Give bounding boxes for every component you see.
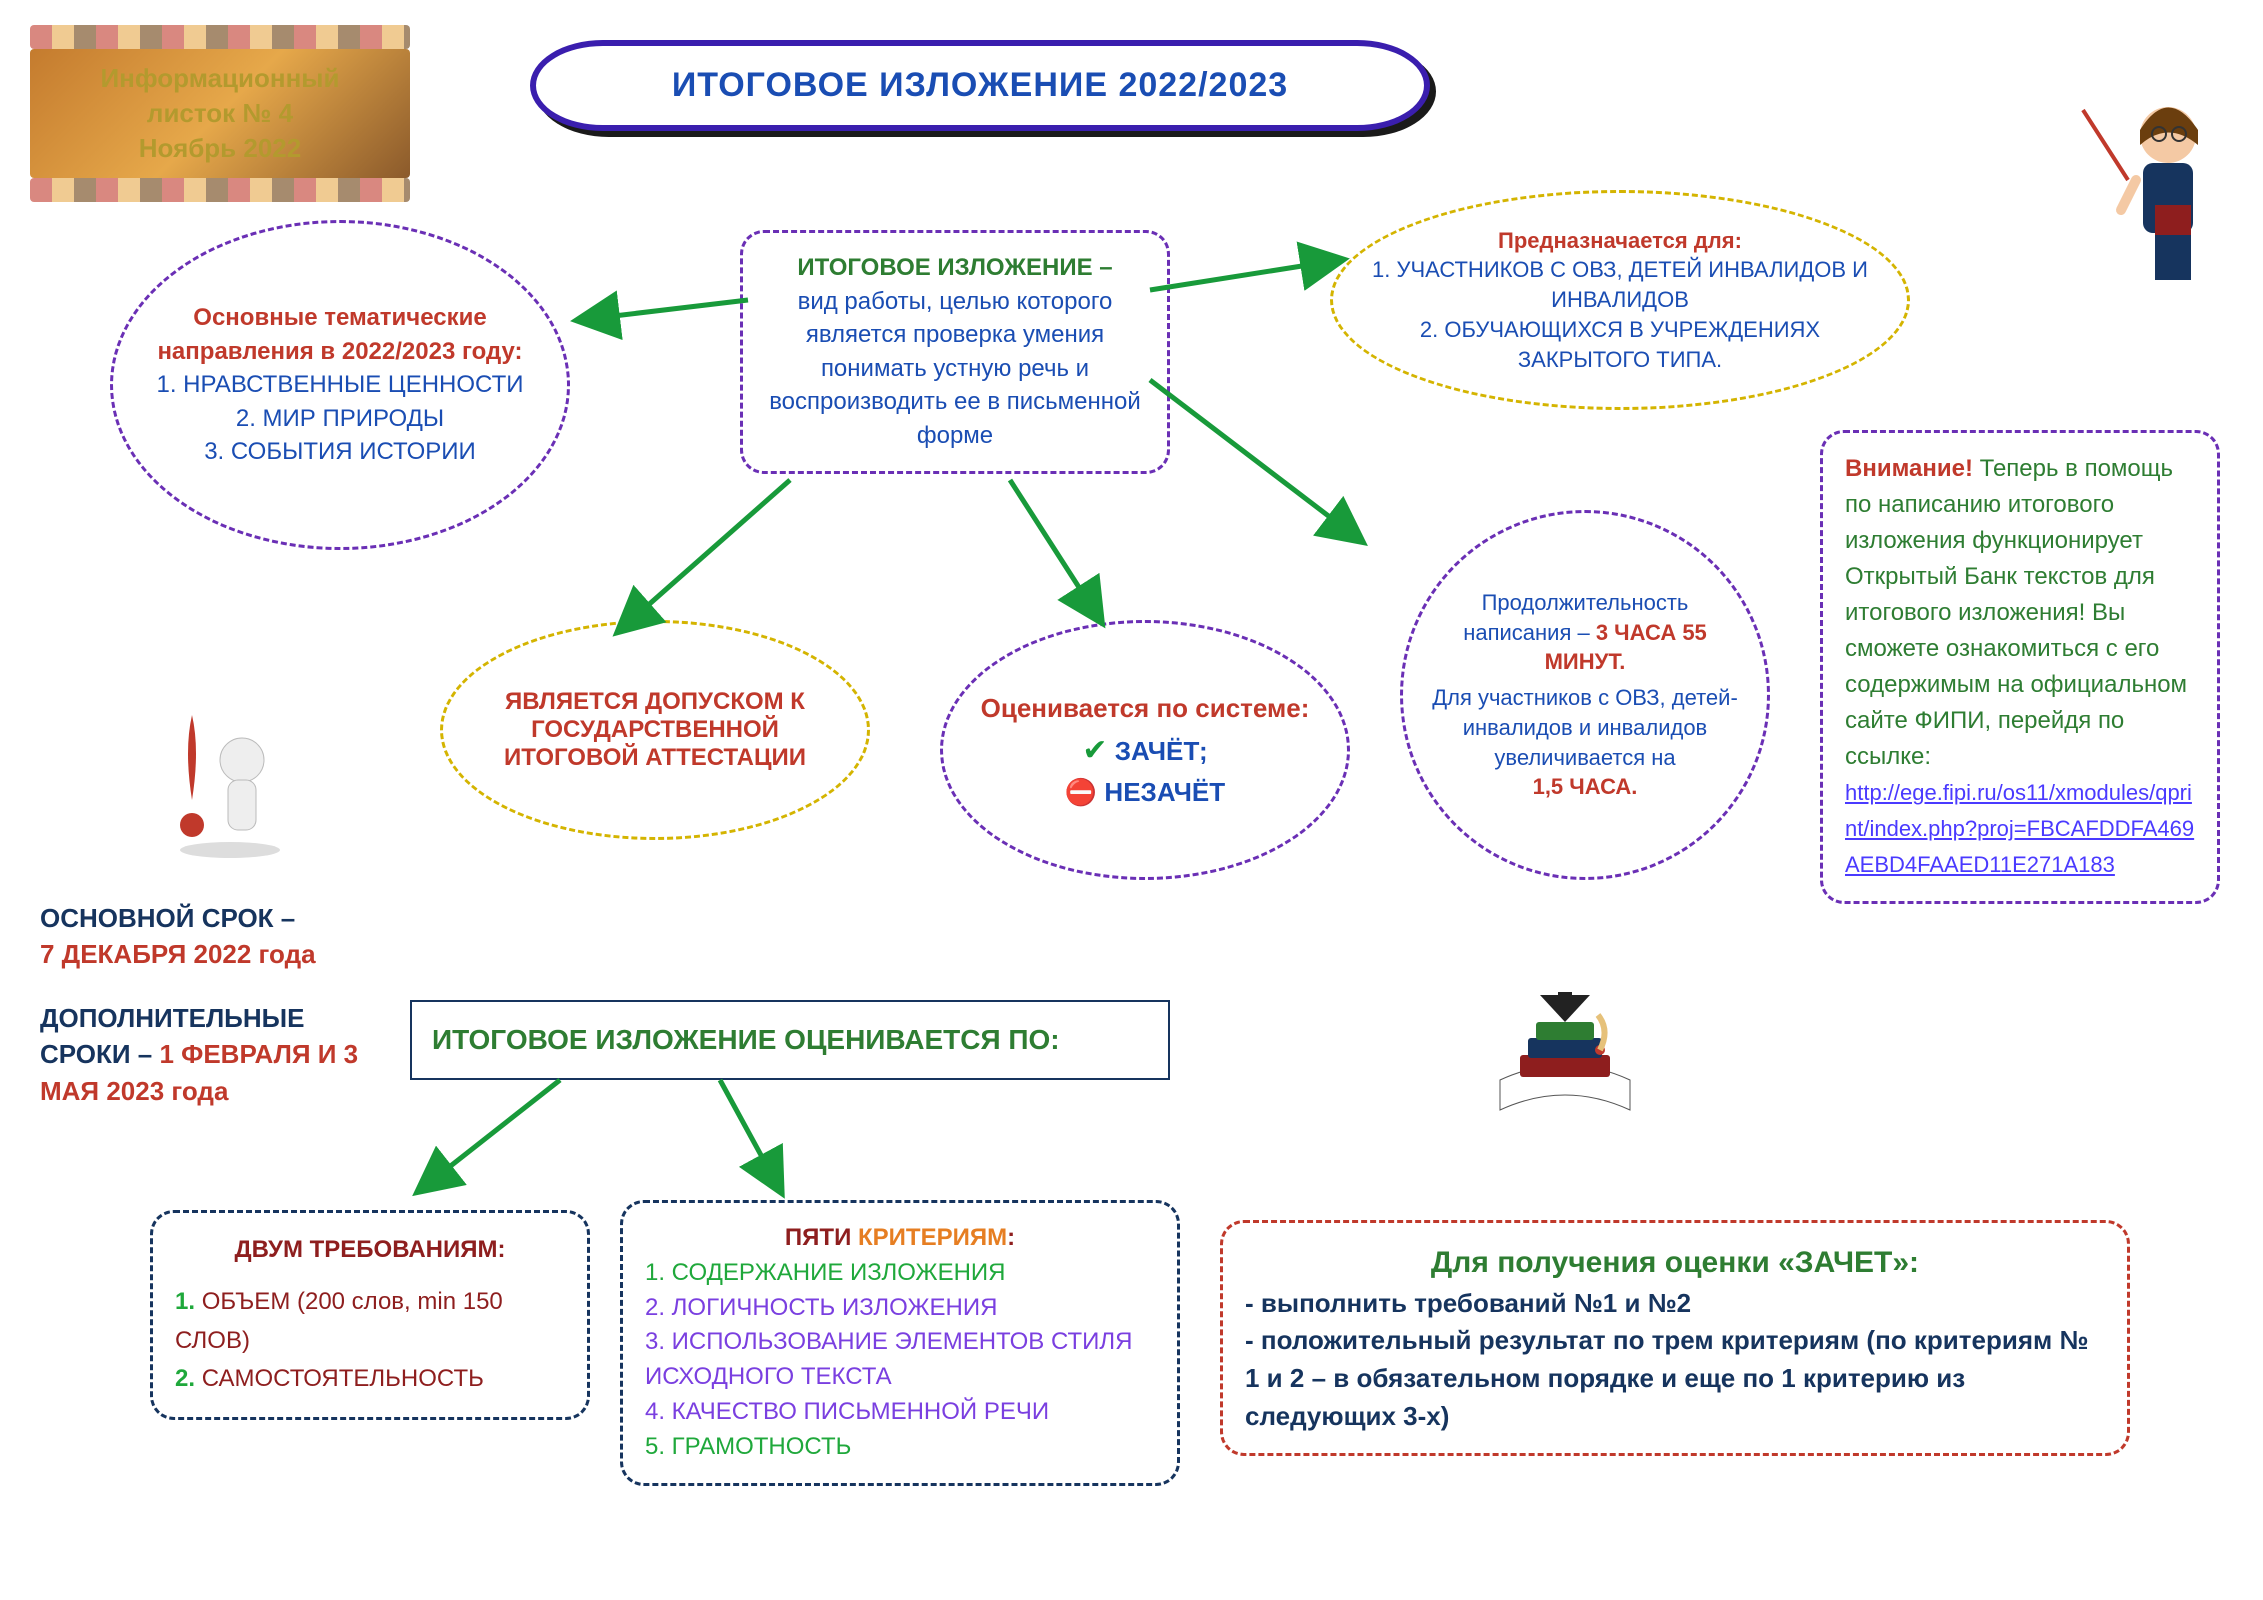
crit-item-1: 1. СОДЕРЖАНИЕ ИЗЛОЖЕНИЯ [645, 1256, 1155, 1291]
main-date: ОСНОВНОЙ СРОК – 7 ДЕКАБРЯ 2022 года [40, 900, 316, 973]
admission-text: ЯВЛЯЕТСЯ ДОПУСКОМ К ГОСУДАРСТВЕННОЙ ИТОГ… [463, 688, 847, 772]
duration-line2: Для участников с ОВЗ, детей-инвалидов и … [1431, 683, 1739, 802]
req-item-2: 2. САМОСТОЯТЕЛЬНОСТЬ [175, 1360, 565, 1398]
pass-rule-1: - выполнить требований №1 и №2 [1245, 1285, 2105, 1323]
extra-dates: ДОПОЛНИТЕЛЬНЫЕ СРОКИ – 1 ФЕВРАЛЯ И 3 МАЯ… [40, 1000, 400, 1109]
exclamation-icon [170, 700, 290, 860]
attention-lead: Внимание! [1845, 455, 1973, 482]
admission-box: ЯВЛЯЕТСЯ ДОПУСКОМ К ГОСУДАРСТВЕННОЙ ИТОГ… [440, 620, 870, 840]
target-header: Предназначается для: [1498, 226, 1742, 256]
attention-link[interactable]: http://ege.fipi.ru/os11/xmodules/qprint/… [1845, 780, 2194, 877]
crit-item-2: 2. ЛОГИЧНОСТЬ ИЗЛОЖЕНИЯ [645, 1291, 1155, 1326]
target-item-2: 2. ОБУЧАЮЩИХСЯ В УЧРЕЖДЕНИЯХ ЗАКРЫТОГО Т… [1353, 315, 1887, 374]
page-title: ИТОГОВОЕ ИЗЛОЖЕНИЕ 2022/2023 [672, 66, 1288, 104]
target-box: Предназначается для: 1. УЧАСТНИКОВ С ОВЗ… [1330, 190, 1910, 410]
definition-box: ИТОГОВОЕ ИЗЛОЖЕНИЕ – вид работы, целью к… [740, 230, 1170, 474]
req-item-1: 1. ОБЪЕМ (200 слов, min 150 СЛОВ) [175, 1283, 565, 1360]
header-line1: Информационный [48, 61, 392, 96]
criteria-header-box: ИТОГОВОЕ ИЗЛОЖЕНИЕ ОЦЕНИВАЕТСЯ ПО: [410, 1000, 1170, 1080]
pass-rules-header: Для получения оценки «ЗАЧЕТ»: [1245, 1241, 2105, 1285]
criteria-header: ИТОГОВОЕ ИЗЛОЖЕНИЕ ОЦЕНИВАЕТСЯ ПО: [432, 1024, 1060, 1056]
check-icon: ✔ [1082, 734, 1107, 767]
directions-header: Основные тематические направления в 2022… [133, 301, 547, 368]
definition-body: вид работы, целью которого является пров… [765, 285, 1145, 453]
attention-body: Теперь в помощь по написанию итогового и… [1845, 455, 2187, 770]
pass-rules-box: Для получения оценки «ЗАЧЕТ»: - выполнит… [1220, 1220, 2130, 1456]
crit-item-4: 4. КАЧЕСТВО ПИСЬМЕННОЙ РЕЧИ [645, 1395, 1155, 1430]
title-banner: ИТОГОВОЕ ИЗЛОЖЕНИЕ 2022/2023 [530, 40, 1430, 131]
grading-pass: ✔ ЗАЧЁТ; [1082, 728, 1207, 773]
requirements-box: ДВУМ ТРЕБОВАНИЯМ: 1. ОБЪЕМ (200 слов, mi… [150, 1210, 590, 1420]
header-line3: Ноябрь 2022 [48, 131, 392, 166]
header-badge: Информационный листок № 4 Ноябрь 2022 [30, 25, 410, 202]
definition-title: ИТОГОВОЕ ИЗЛОЖЕНИЕ – [765, 251, 1145, 285]
grading-fail: ⛔ НЕЗАЧЁТ [1065, 773, 1225, 812]
criteria-box: ПЯТИ КРИТЕРИЯМ: 1. СОДЕРЖАНИЕ ИЗЛОЖЕНИЯ … [620, 1200, 1180, 1486]
directions-item-1: 1. НРАВСТВЕННЫЕ ЦЕННОСТИ [157, 368, 524, 402]
directions-item-2: 2. МИР ПРИРОДЫ [236, 402, 444, 436]
target-item-1: 1. УЧАСТНИКОВ С ОВЗ, ДЕТЕЙ ИНВАЛИДОВ И И… [1353, 255, 1887, 314]
books-icon [1480, 960, 1650, 1130]
pass-rule-2: - положительный результат по трем критер… [1245, 1322, 2105, 1435]
crit-item-5: 5. ГРАМОТНОСТЬ [645, 1430, 1155, 1465]
attention-box: Внимание! Теперь в помощь по написанию и… [1820, 430, 2220, 904]
header-line2: листок № 4 [48, 96, 392, 131]
teacher-icon [2073, 90, 2223, 280]
duration-box: Продолжительность написания – 3 ЧАСА 55 … [1400, 510, 1770, 880]
crit-item-3: 3. ИСПОЛЬЗОВАНИЕ ЭЛЕМЕНТОВ СТИЛЯ ИСХОДНО… [645, 1325, 1155, 1395]
grading-box: Оценивается по системе: ✔ ЗАЧЁТ; ⛔ НЕЗАЧ… [940, 620, 1350, 880]
grading-header: Оценивается по системе: [981, 689, 1310, 728]
directions-item-3: 3. СОБЫТИЯ ИСТОРИИ [204, 435, 476, 469]
directions-box: Основные тематические направления в 2022… [110, 220, 570, 550]
duration-line1: Продолжительность написания – 3 ЧАСА 55 … [1431, 588, 1739, 677]
stop-icon: ⛔ [1065, 777, 1097, 807]
